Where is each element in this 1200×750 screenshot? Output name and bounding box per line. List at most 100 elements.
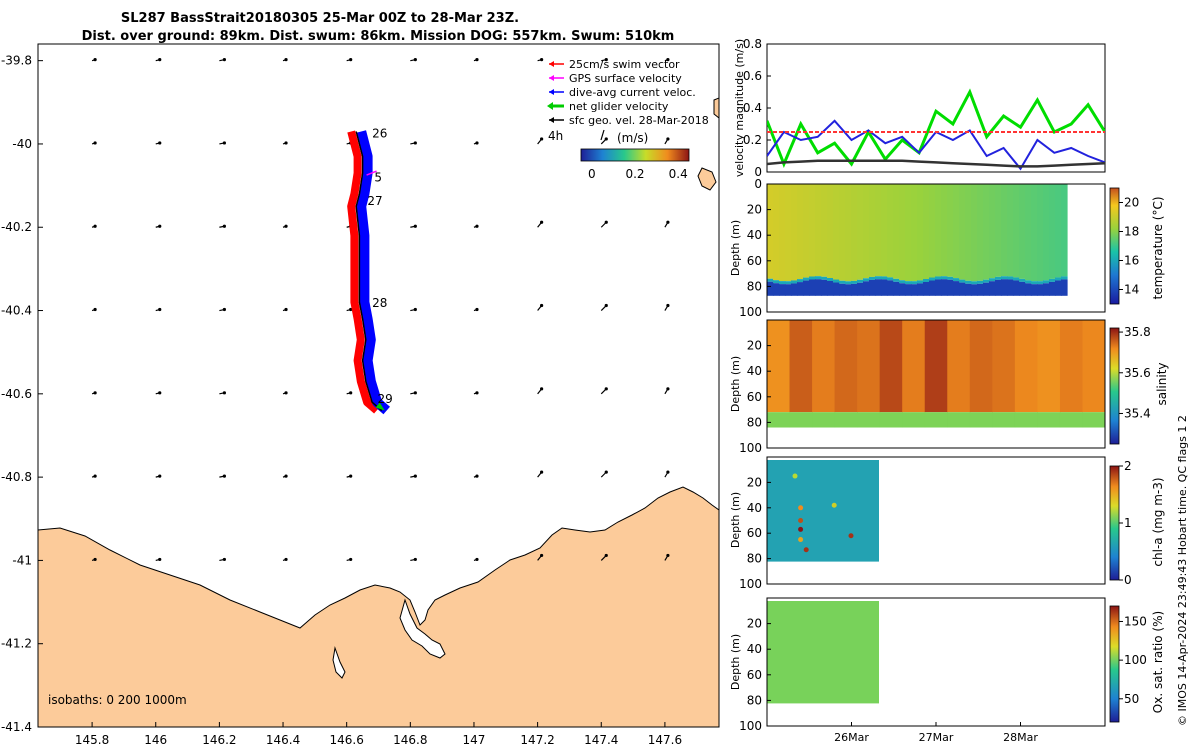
temperature-bottom: [911, 284, 918, 296]
velocity-ticks: 0 0.2 0.4 0.6 0.8: [743, 37, 771, 179]
time-ticks: 26Mar 27Mar 28Mar: [834, 722, 1038, 744]
sfc-velocity-arrowhead: [604, 553, 608, 558]
temperature-bottom: [935, 279, 942, 296]
sfc-velocity-arrowhead: [475, 141, 479, 145]
temperature-bottom: [833, 282, 840, 296]
map-x-tick-label: 147.2: [520, 733, 554, 747]
map-y-tick-label: -41.4: [1, 720, 32, 734]
temperature-column: [857, 184, 864, 280]
temperature-bottom: [977, 283, 984, 296]
map-colorbar-label: (m/s): [617, 131, 648, 145]
temperature-thermocline: [791, 280, 798, 284]
temperature-bottom: [845, 284, 852, 296]
temperature-thermocline: [935, 276, 942, 280]
velocity-y-tick-label: 0: [754, 165, 762, 179]
temperature-column: [803, 184, 810, 278]
sfc-velocity-arrowhead: [284, 474, 288, 478]
legend-arrowhead: [549, 117, 554, 123]
sfc-velocity-arrowhead: [222, 141, 226, 145]
chla-colorbar: [1109, 465, 1120, 581]
salinity-bottom: [969, 412, 993, 428]
map-colorbar: [580, 148, 690, 162]
sfc-velocity-arrowhead: [540, 387, 544, 391]
salinity-bottom: [1059, 412, 1084, 428]
sfc-velocity-arrowhead: [222, 307, 226, 312]
colorbar-tick-label: 20: [1124, 196, 1139, 210]
temperature-panel: 0 20 40 60 80 100 Depth (m) 14 16 18 20 temperat…: [729, 177, 1165, 319]
salinity-bottom: [879, 412, 903, 428]
temperature-column: [989, 184, 996, 279]
salinity-bottom: [767, 412, 791, 428]
map-x-tick-label: 146.2: [202, 733, 236, 747]
sfc-velocity-arrowhead: [604, 220, 608, 224]
temperature-bottom: [995, 279, 1002, 296]
depth-tick-label: 100: [739, 577, 762, 591]
time-tick-label: 28Mar: [1003, 731, 1038, 744]
sfc-velocity-arrowhead: [222, 58, 226, 62]
map-y-tick-label: -40.4: [1, 304, 32, 318]
salinity-bottom: [834, 412, 858, 428]
chla-panel: 20 40 60 80 100 Depth (m) 0 1 2 chl-a (mg m-3): [729, 456, 1165, 591]
velocity-series: [767, 88, 1105, 171]
temperature-thermocline: [833, 279, 840, 283]
temperature-axes: [766, 183, 1106, 313]
temperature-column: [887, 184, 894, 278]
sfc-velocity-arrowhead: [284, 224, 288, 228]
temperature-thermocline: [1049, 278, 1056, 282]
temperature-thermocline: [1025, 280, 1032, 284]
colorbar-tick-label: 100: [1124, 653, 1147, 667]
sfc-velocity-arrowhead: [604, 470, 608, 474]
sfc-velocity-arrowhead: [540, 303, 544, 308]
sfc-velocity-arrowhead: [413, 224, 417, 228]
velocity-ylabel: velocity magnitude (m/s): [733, 39, 746, 177]
track-day-label: 27: [367, 194, 382, 208]
salinity-panel: 20 40 60 80 100 Depth (m) 35.4 35.6 35.8 salin…: [729, 319, 1169, 455]
depth-tick-label: 80: [747, 552, 762, 566]
salinity-bottom: [857, 412, 881, 428]
temperature-bottom: [785, 284, 792, 296]
legend-sfc-geo: sfc geo. vel. 28-Mar-2018: [569, 114, 709, 127]
sfc-velocity-arrowhead: [540, 58, 544, 62]
temperature-thermocline: [803, 277, 810, 281]
temperature-thermocline: [1001, 276, 1008, 280]
sfc-velocity-arrowhead: [93, 391, 97, 395]
depth-tick-label: 40: [747, 364, 762, 378]
sfc-velocity-arrowhead: [413, 141, 417, 145]
depth-tick-label: 20: [747, 339, 762, 353]
colorbar-tick-label: 35.6: [1124, 366, 1151, 380]
temperature-thermocline: [767, 278, 774, 282]
temperature-column: [1031, 184, 1038, 282]
track-day-label: 5: [374, 170, 382, 184]
salinity-field: [767, 320, 1105, 428]
temperature-column: [917, 184, 924, 281]
depth-tick-label: 40: [747, 642, 762, 656]
colorbar-tick-label: 150: [1124, 614, 1147, 628]
sfc-velocity-arrowhead: [666, 387, 670, 391]
sfc-velocity-arrowhead: [604, 58, 608, 62]
temperature-bottom: [983, 282, 990, 296]
oxygen-background: [767, 601, 879, 704]
chla-spot: [792, 473, 798, 479]
temperature-thermocline: [893, 278, 900, 282]
depth-tick-label: 60: [747, 254, 762, 268]
depth-tick-label: 100: [739, 719, 762, 733]
salinity-ylabel: Depth (m): [729, 356, 742, 412]
sfc-velocity-arrowhead: [158, 474, 162, 478]
temperature-ylabel: Depth (m): [729, 220, 742, 276]
temperature-thermocline: [899, 280, 906, 284]
temperature-column: [839, 184, 846, 281]
velocity-panel: 0 0.2 0.4 0.6 0.8 velocity magnitude (m/s): [733, 37, 1106, 179]
temperature-bottom: [917, 283, 924, 296]
temperature-bottom: [773, 283, 780, 296]
temperature-bottom: [905, 284, 912, 296]
salinity-column: [1014, 320, 1038, 413]
temperature-bottom: [791, 283, 798, 296]
tasmania-coast: [38, 486, 719, 727]
map-axes-box: [37, 43, 720, 728]
colorbar-tick-label: 0: [1124, 573, 1132, 587]
temperature-column: [1001, 184, 1008, 277]
map-ticks: 145.8 146 146.2 146.4 146.6 146.8 147 147.2 147.…: [1, 54, 682, 747]
salinity-column: [1082, 320, 1105, 413]
temperature-column: [833, 184, 840, 280]
chart-title-line-2: Dist. over ground: 89km. Dist. swum: 86k…: [82, 29, 675, 44]
